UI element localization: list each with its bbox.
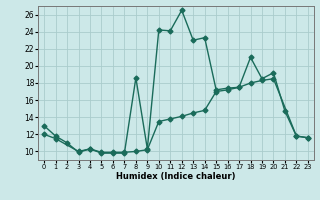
X-axis label: Humidex (Indice chaleur): Humidex (Indice chaleur) (116, 172, 236, 181)
